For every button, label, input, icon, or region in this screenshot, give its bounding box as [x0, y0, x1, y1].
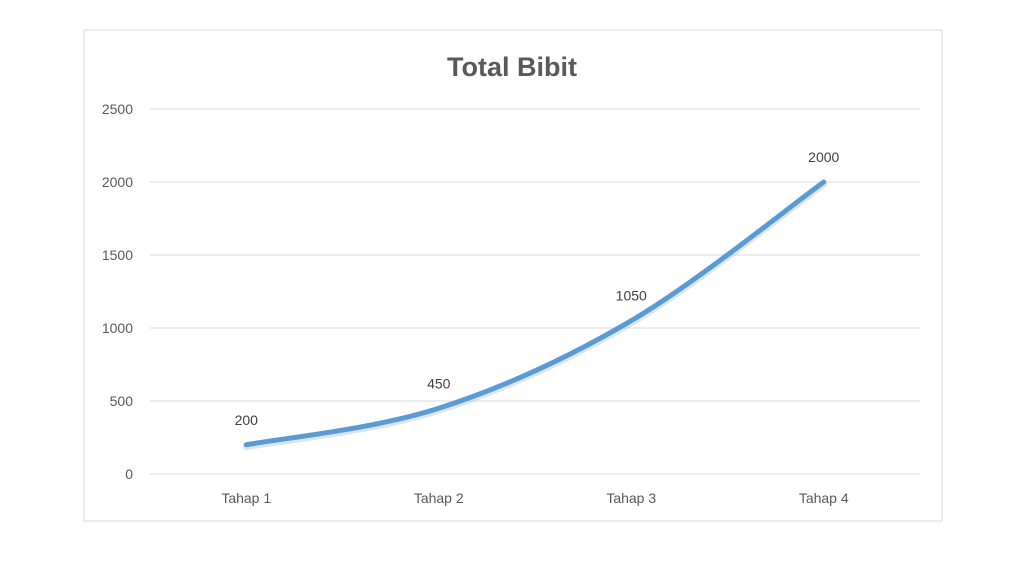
series-line — [243, 179, 827, 448]
y-tick-label: 500 — [110, 393, 134, 409]
gridlines — [150, 108, 920, 475]
y-tick-label: 1500 — [102, 247, 133, 263]
y-tick-label: 0 — [125, 466, 133, 482]
y-axis-ticks: 0 500 1000 1500 2000 2500 — [102, 101, 133, 482]
series-lines — [242, 179, 828, 451]
data-label: 450 — [427, 375, 451, 391]
y-tick-label: 1000 — [102, 320, 133, 336]
x-tick-label: Tahap 4 — [799, 490, 849, 506]
data-label: 200 — [235, 412, 259, 428]
data-labels: 200 450 1050 2000 — [235, 149, 840, 428]
x-tick-label: Tahap 2 — [414, 490, 464, 506]
x-tick-label: Tahap 1 — [221, 490, 271, 506]
data-label: 1050 — [616, 288, 647, 304]
chart-frame — [83, 29, 943, 522]
data-label: 2000 — [808, 149, 839, 165]
chart-title: Total Bibit — [447, 52, 577, 82]
y-tick-label: 2000 — [102, 174, 133, 190]
x-tick-label: Tahap 3 — [606, 490, 656, 506]
x-axis-ticks: Tahap 1 Tahap 2 Tahap 3 Tahap 4 — [221, 490, 849, 506]
y-tick-label: 2500 — [102, 101, 133, 117]
